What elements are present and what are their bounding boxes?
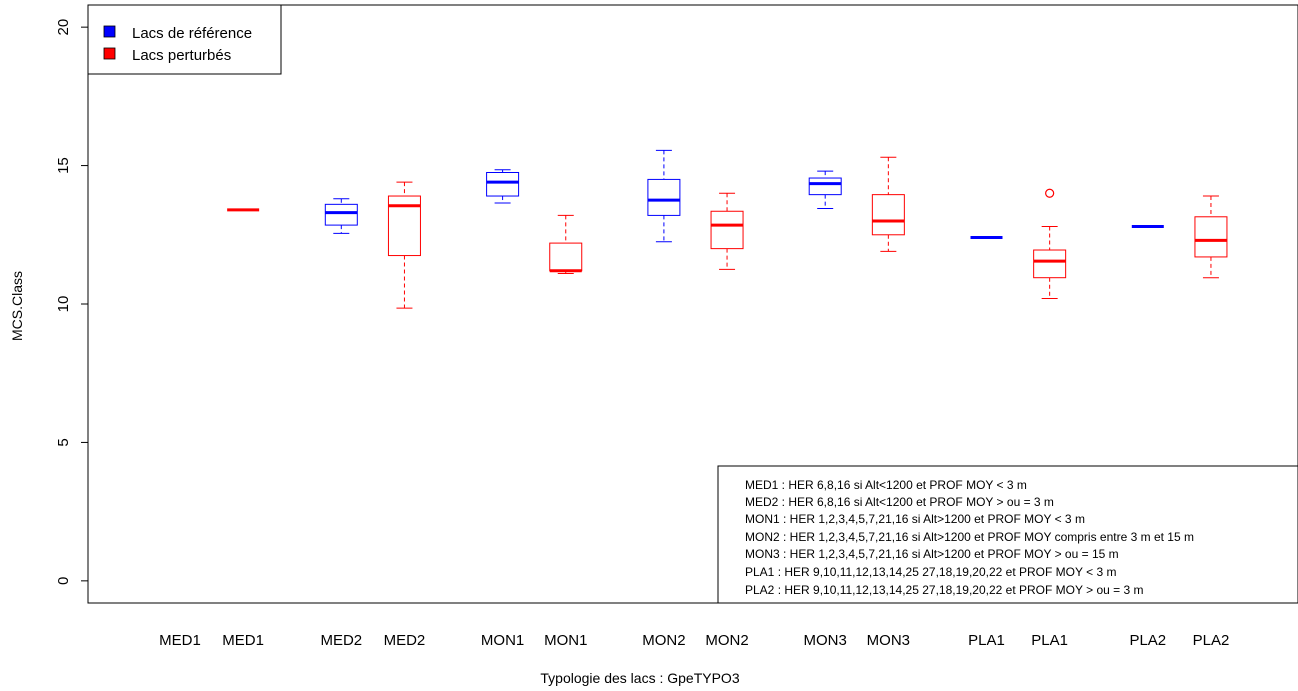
box-mon2-reference	[647, 149, 681, 243]
y-axis: 0 5 10 15 20	[55, 19, 89, 585]
legend: Lacs de référence Lacs perturbés	[87, 4, 282, 75]
typology-note-line: PLA2 : HER 9,10,11,12,13,14,25 27,18,19,…	[745, 583, 1143, 597]
box-iqr	[808, 177, 842, 196]
typology-note: MED1 : HER 6,8,16 si Alt<1200 et PROF MO…	[717, 465, 1298, 604]
box-mon3-perturbed	[871, 156, 905, 252]
legend-swatch-perturbed	[103, 47, 116, 60]
y-axis-label: MCS.Class	[9, 271, 25, 341]
legend-label-perturbed: Lacs perturbés	[132, 47, 231, 64]
x-tick-label: MON2	[642, 632, 685, 649]
x-tick-label: MED2	[384, 632, 426, 649]
y-tick-label: 20	[55, 19, 72, 36]
legend-swatch-reference	[103, 25, 116, 38]
x-axis-label: Typologie des lacs : GpeTYPO3	[540, 670, 739, 686]
x-tick-label: MED1	[159, 632, 201, 649]
box-pla2-perturbed	[1194, 195, 1228, 279]
box-med2-reference	[324, 198, 358, 234]
box-mon1-reference	[486, 169, 520, 204]
box-mon2-perturbed	[710, 192, 744, 270]
typology-note-box	[717, 465, 1298, 604]
box-mon3-reference	[808, 170, 842, 209]
y-tick-label: 0	[55, 577, 72, 585]
box-iqr	[324, 203, 358, 226]
x-tick-label: MED1	[222, 632, 264, 649]
box-iqr	[549, 242, 583, 272]
x-tick-label: MON3	[867, 632, 910, 649]
x-tick-label: PLA2	[1193, 632, 1230, 649]
typology-note-line: MON1 : HER 1,2,3,4,5,7,21,16 si Alt>1200…	[745, 512, 1085, 526]
x-axis: MED1 MED1 MED2 MED2 MON1 MON1 MON2 MON2 MON3 MON3…	[159, 632, 1229, 649]
x-tick-label: MON1	[481, 632, 524, 649]
legend-box	[87, 4, 282, 75]
x-tick-label: PLA1	[1031, 632, 1068, 649]
x-tick-label: MON1	[544, 632, 587, 649]
box-iqr	[1194, 216, 1228, 258]
typology-note-line: MON2 : HER 1,2,3,4,5,7,21,16 si Alt>1200…	[745, 530, 1194, 544]
x-tick-label: MON2	[705, 632, 748, 649]
box-iqr	[871, 194, 905, 236]
y-tick-label: 15	[55, 157, 72, 174]
box-iqr	[1033, 249, 1067, 279]
box-med2-perturbed	[387, 181, 421, 309]
box-mon1-perturbed	[549, 214, 583, 275]
x-tick-label: PLA2	[1129, 632, 1166, 649]
box-iqr	[486, 171, 520, 197]
typology-note-line: MED1 : HER 6,8,16 si Alt<1200 et PROF MO…	[745, 478, 1027, 492]
box-pla1-perturbed	[1033, 188, 1067, 299]
typology-note-line: MON3 : HER 1,2,3,4,5,7,21,16 si Alt>1200…	[745, 547, 1119, 561]
box-series	[227, 149, 1228, 309]
box-iqr	[710, 210, 744, 250]
typology-note-line: MED2 : HER 6,8,16 si Alt<1200 et PROF MO…	[745, 495, 1054, 509]
box-iqr	[647, 178, 681, 216]
x-tick-label: MON3	[804, 632, 847, 649]
y-tick-label: 5	[55, 438, 72, 446]
typology-note-line: PLA1 : HER 9,10,11,12,13,14,25 27,18,19,…	[745, 565, 1116, 579]
x-tick-label: PLA1	[968, 632, 1005, 649]
x-tick-label: MED2	[320, 632, 362, 649]
legend-label-reference: Lacs de référence	[132, 25, 252, 42]
outlier-point	[1045, 188, 1055, 198]
y-tick-label: 10	[55, 296, 72, 313]
